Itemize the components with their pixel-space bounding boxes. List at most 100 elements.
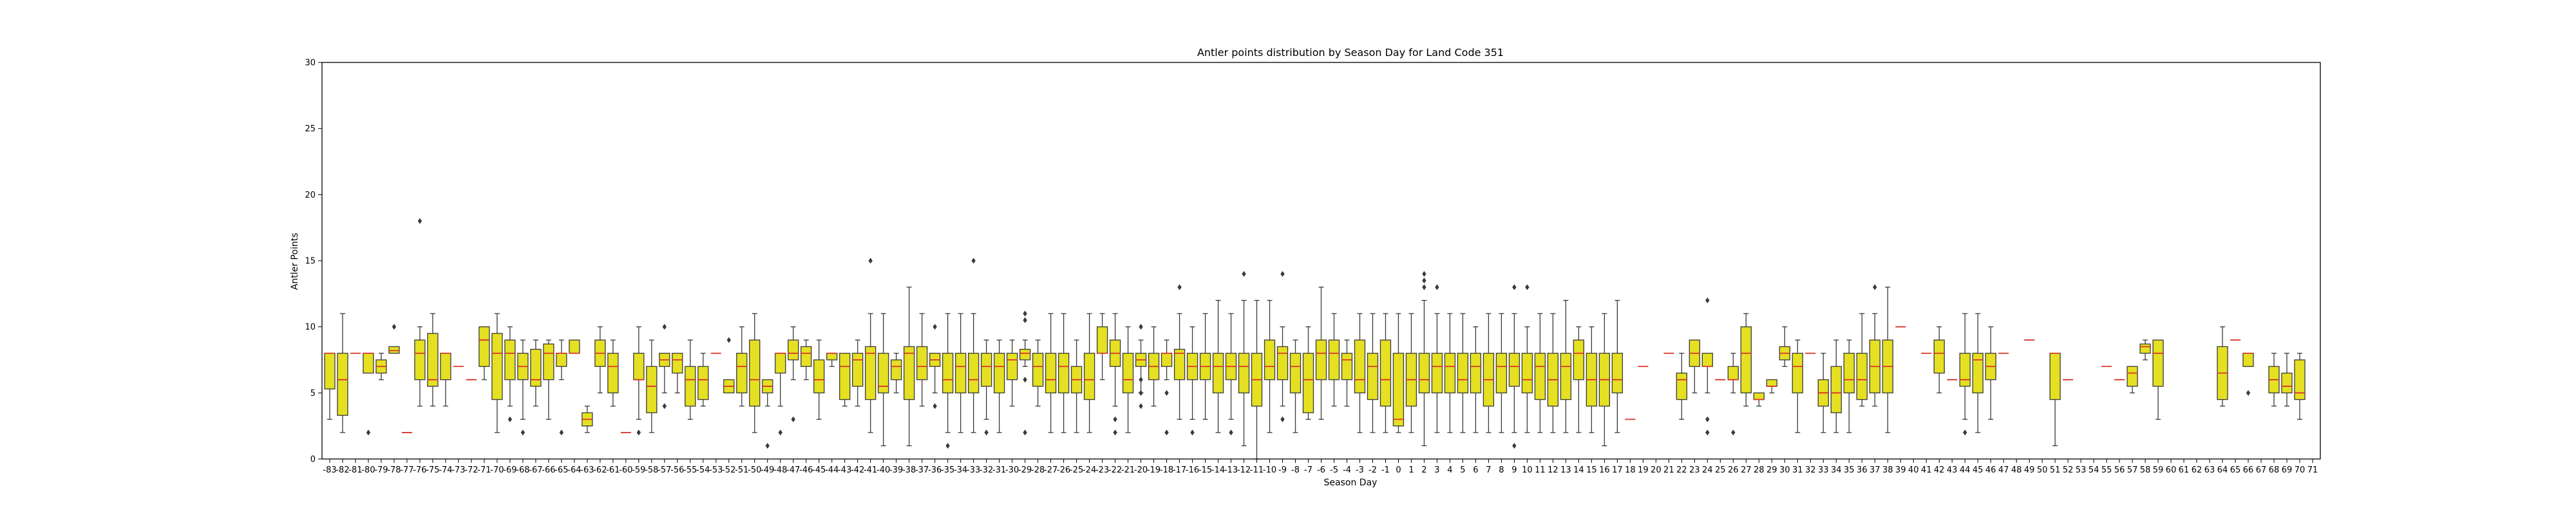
x-axis-label: Season Day [1324,478,1378,488]
y-tick-label: 30 [305,59,316,68]
outlier-point [1113,429,1117,436]
x-tick-label: 11 [1535,465,1546,475]
box-group [543,339,554,420]
outlier-point [1229,429,1233,436]
box-group [2294,353,2306,420]
box-group [1392,313,1405,433]
x-tick-label: 57 [2127,465,2138,475]
x-tick-label: 63 [2204,465,2215,475]
x-tick-label: -12 [1237,465,1251,475]
box-group [2126,366,2138,393]
x-tick-label: 33 [1818,465,1829,475]
box [981,353,992,387]
box-group [1598,313,1611,447]
box-group [685,339,696,420]
box-group [1482,313,1495,433]
box-group [504,326,516,422]
box [1341,353,1353,380]
outlier-point [1023,377,1027,383]
box-group [1212,299,1224,433]
box-group [1470,326,1482,433]
box-group [762,379,773,449]
outlier-point [1177,284,1182,290]
x-tick-label: -10 [1263,465,1276,475]
box [569,339,580,354]
x-tick-label: -62 [593,465,607,475]
box [1843,353,1855,393]
box [2294,359,2306,400]
x-tick-label: -8 [1291,465,1300,475]
box [672,353,683,374]
x-tick-label: 56 [2114,465,2125,475]
x-tick-label: 26 [1728,465,1739,475]
box [1328,339,1340,380]
box [2152,339,2164,387]
box [1302,353,1314,413]
box-group [1367,313,1379,433]
box [1959,353,1971,387]
x-tick-label: -50 [748,465,761,475]
box-group [1328,313,1340,407]
box-group [414,218,426,407]
x-tick-label: -21 [1121,465,1135,475]
x-tick-label: -78 [387,465,401,475]
box-group [2049,352,2061,447]
x-tick-label: -59 [632,465,645,475]
x-tick-label: 48 [2011,465,2022,475]
box [736,353,748,393]
box-group [1405,313,1417,433]
box-group [788,326,799,422]
box [1418,353,1430,393]
outlier-point [1164,389,1169,396]
box-group [1379,313,1392,433]
x-tick-label: 59 [2153,465,2164,475]
x-tick-label: 13 [1560,465,1571,475]
x-tick-label: 6 [1473,465,1478,475]
x-tick-label: -67 [529,465,542,475]
x-tick-label: 15 [1586,465,1597,475]
x-tick-label: -44 [825,465,838,475]
box [2126,366,2138,387]
box-group [1740,313,1752,407]
box [1470,353,1482,393]
box-group [1264,299,1276,433]
x-tick-label: -26 [1057,465,1070,475]
box [800,346,812,367]
outlier-point [1512,284,1517,290]
outlier-point [662,403,667,409]
box [427,333,439,387]
x-tick-label: -29 [1018,465,1032,475]
box [1753,392,1765,400]
box-group [1727,353,1739,436]
x-tick-label: 2 [1421,465,1426,475]
box [1379,339,1392,407]
box-group [1547,313,1559,433]
x-tick-label: -25 [1070,465,1083,475]
outlier-point [1422,284,1426,290]
x-tick-label: -48 [773,465,787,475]
box-group [672,353,683,393]
x-tick-label: -61 [606,465,620,475]
y-axis-ticks: 0 5 10 15 20 25 30 [305,59,322,465]
box [1019,348,1031,360]
box [1830,366,1842,413]
x-tick-label: -40 [876,465,890,475]
x-tick-label: 14 [1573,465,1584,475]
box-group [517,339,529,436]
x-tick-label: -11 [1250,465,1264,475]
outlier-point [392,324,397,330]
x-tick-label: -34 [954,465,967,475]
box [994,353,1005,393]
x-tick-label: 70 [2295,465,2306,475]
x-tick-label: 3 [1434,465,1439,475]
outlier-point [1139,389,1143,396]
box-group [1238,271,1250,447]
box-group [1199,313,1211,420]
box [1007,353,1018,380]
box [2242,353,2254,367]
box-group [916,313,928,407]
box [1354,339,1366,393]
box [1508,353,1520,387]
box-group [1341,339,1353,407]
x-tick-label: 5 [1460,465,1465,475]
